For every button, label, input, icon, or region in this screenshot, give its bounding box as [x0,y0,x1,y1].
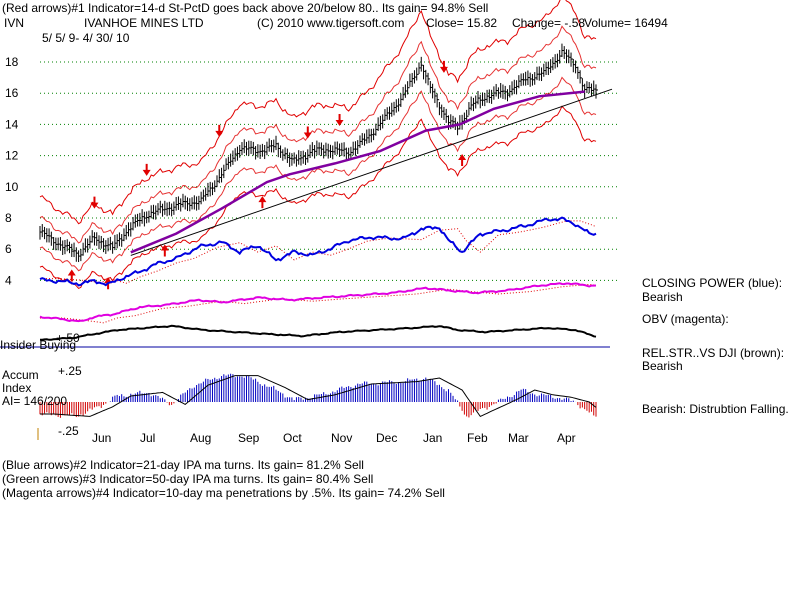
footer-magenta-arrows: (Magenta arrows)#4 Indicator=10-day ma p… [2,486,445,500]
relstr-series [40,324,597,341]
date-range: 5/ 5/ 9- 4/ 30/ 10 [42,31,130,45]
support-trendline [130,88,613,256]
closing-power-ma [40,220,597,284]
closing-power-series [39,216,597,287]
closing-power-line [39,216,597,287]
lower-band [39,105,597,290]
close-value: Close= 15.82 [426,16,498,30]
x-axis-months: Jun Jul Aug Sep Oct Nov Dec Jan Feb Mar Apr [37,428,576,445]
ai-label: AI= 146/200 [2,394,68,408]
y-tick-label: 14 [5,117,19,131]
obv-series [39,282,597,324]
y-tick-label: 16 [5,86,19,100]
price-series [39,43,598,263]
footer-green-arrows: (Green arrows)#3 Indicator=50-day IPA ma… [2,472,374,486]
ma50-line [130,90,585,254]
x-month-label: Jul [140,431,155,445]
obv-line [39,282,597,323]
y-tick-label: 12 [5,149,19,163]
red-arrow-up [160,244,169,257]
accum-label: Accum [2,368,39,382]
red-arrow-up [67,269,76,282]
y-tick-label: 10 [5,180,19,194]
red-arrow-down [215,124,224,137]
x-month-label: Apr [557,431,576,445]
ma50-series [130,90,585,254]
closing-power-title: CLOSING POWER (blue): [642,276,783,290]
x-month-label: Dec [376,431,397,445]
red-arrow-down [142,163,151,176]
plus25-label: +.25 [58,364,82,378]
red-arrow-up [458,154,467,167]
minus25-label: -.25 [58,424,79,438]
x-month-label: Jun [92,431,111,445]
y-tick-label: 8 [5,211,12,225]
plus50-label: +.50 [56,331,80,345]
trendline [130,88,613,256]
copyright: (C) 2010 www.tigersoft.com [257,16,405,30]
y-tick-label: 6 [5,242,12,256]
y-tick-label: 18 [5,55,19,69]
x-month-label: Feb [467,431,488,445]
index-label: Index [2,381,32,395]
accum-status: Bearish: Distrubtion Falling. [642,402,789,416]
signal-arrows [67,60,467,290]
header-indicator-line: (Red arrows)#1 Indicator=14-d St-PctD go… [2,1,489,15]
volume-value: Volume= 16494 [584,16,668,30]
x-month-label: Oct [283,431,302,445]
accum-index [39,373,597,418]
change-value: Change= -.58 [512,16,586,30]
relstr-line [40,324,597,341]
x-month-label: Nov [331,431,352,445]
y-tick-label: 4 [5,273,12,287]
inner-upper-band [39,25,597,244]
footer-blue-arrows: (Blue arrows)#2 Indicator=21-day IPA ma … [2,458,364,472]
red-arrow-down [90,196,99,209]
red-arrow-up [258,196,267,209]
closing-power-value: Bearish [642,290,683,304]
red-arrow-down [439,60,448,73]
company-name: IVANHOE MINES LTD [84,16,204,30]
x-month-label: Sep [238,431,260,445]
x-month-label: Aug [190,431,211,445]
ticker: IVN [4,16,25,30]
relstr-value: Bearish [642,359,683,373]
bollinger-bands [39,0,597,290]
obv-title: OBV (magenta): [642,312,729,326]
obv-ma [40,283,597,324]
y-axis-ticks: 18 16 14 12 10 8 6 4 [5,55,19,287]
x-month-label: Jan [423,431,442,445]
red-arrow-down [303,126,312,139]
relstr-title: REL.STR..VS DJI (brown): [642,346,785,360]
upper-band [39,0,597,225]
insider-buying-label: Insider Buying [0,338,77,352]
red-arrow-down [335,113,344,126]
accum-ma-line [40,375,597,418]
x-month-label: Mar [508,431,529,445]
inner-lower-band [39,76,597,272]
